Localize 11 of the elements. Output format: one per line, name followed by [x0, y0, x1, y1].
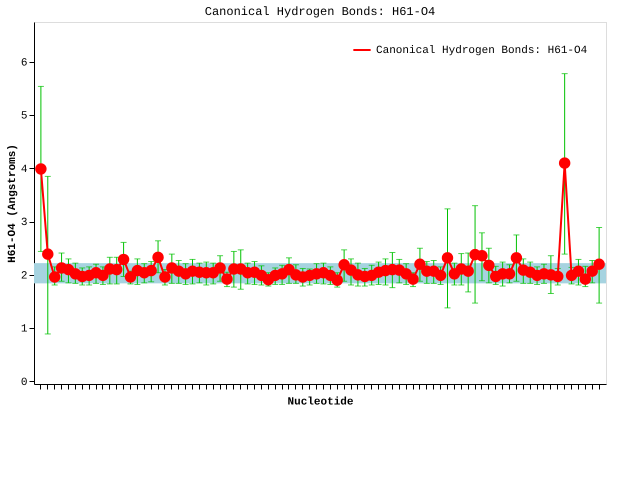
y-tick-label: 1	[20, 324, 28, 336]
y-tick-label: 4	[20, 164, 28, 176]
y-tick-label: 5	[20, 110, 28, 123]
y-tick-label: 0	[20, 376, 28, 389]
legend-label: Canonical Hydrogen Bonds: H61-O4	[376, 45, 588, 57]
chart-title: Canonical Hydrogen Bonds: H61-O4	[204, 5, 436, 19]
y-axis-title: H61-O4 (Angstroms)	[6, 144, 19, 263]
x-axis-title: Nucleotide	[287, 396, 354, 408]
y-tick-label: 3	[20, 217, 28, 230]
y-tick-label: 6	[20, 57, 28, 70]
y-tick-label: 2	[20, 270, 28, 282]
